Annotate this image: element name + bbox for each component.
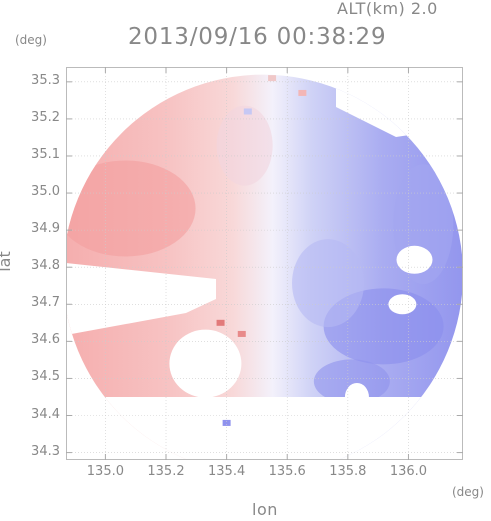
chart-title-timestamp: 2013/09/16 00:38:29 [128, 24, 387, 50]
velocity-patch [313, 359, 390, 404]
y-tick-label: 35.0 [31, 184, 60, 200]
x-tick-label: 135.6 [268, 464, 306, 479]
velocity-speckle [243, 108, 252, 115]
velocity-patch [66, 160, 196, 257]
no-data-gap [66, 263, 216, 335]
axis-ticks [66, 67, 463, 460]
y-tick-label: 34.3 [31, 443, 60, 459]
plot-frame [66, 67, 463, 460]
y-axis-unit: (deg) [15, 33, 47, 47]
no-data-gap [169, 329, 242, 398]
x-tick-label: 135.2 [147, 464, 185, 479]
x-axis-unit: (deg) [452, 485, 484, 499]
y-tick-label: 34.5 [31, 369, 60, 385]
no-data-gap [396, 245, 433, 274]
x-axis-title: lon [252, 500, 278, 519]
velocity-speckle [298, 89, 307, 96]
velocity-patch [292, 239, 365, 328]
y-tick-label: 35.2 [31, 109, 60, 125]
x-tick-label: 135.8 [329, 464, 367, 479]
y-tick-label: 34.8 [31, 258, 60, 274]
radar-velocity-plot [66, 67, 463, 460]
velocity-speckle [268, 75, 277, 82]
y-tick-label: 34.6 [31, 332, 60, 348]
y-tick-label: 34.7 [31, 295, 60, 311]
velocity-speckle [216, 319, 225, 326]
no-data-gap [344, 382, 369, 411]
no-data-gap [66, 397, 463, 460]
y-tick-label: 35.3 [31, 72, 60, 88]
y-axis-title: lat [0, 251, 14, 272]
velocity-speckle [237, 330, 246, 337]
velocity-field [66, 74, 463, 460]
grid-lines [66, 67, 463, 460]
x-tick-label: 136.0 [389, 464, 428, 479]
x-tick-label: 135.0 [86, 464, 124, 479]
altitude-label: ALT(km) 2.0 [337, 0, 438, 18]
velocity-patch [216, 105, 273, 186]
y-tick-label: 35.1 [31, 146, 60, 162]
x-tick-label: 135.4 [208, 464, 246, 479]
y-tick-label: 34.9 [31, 221, 60, 237]
y-tick-label: 34.4 [31, 406, 60, 422]
velocity-speckle [222, 419, 231, 426]
